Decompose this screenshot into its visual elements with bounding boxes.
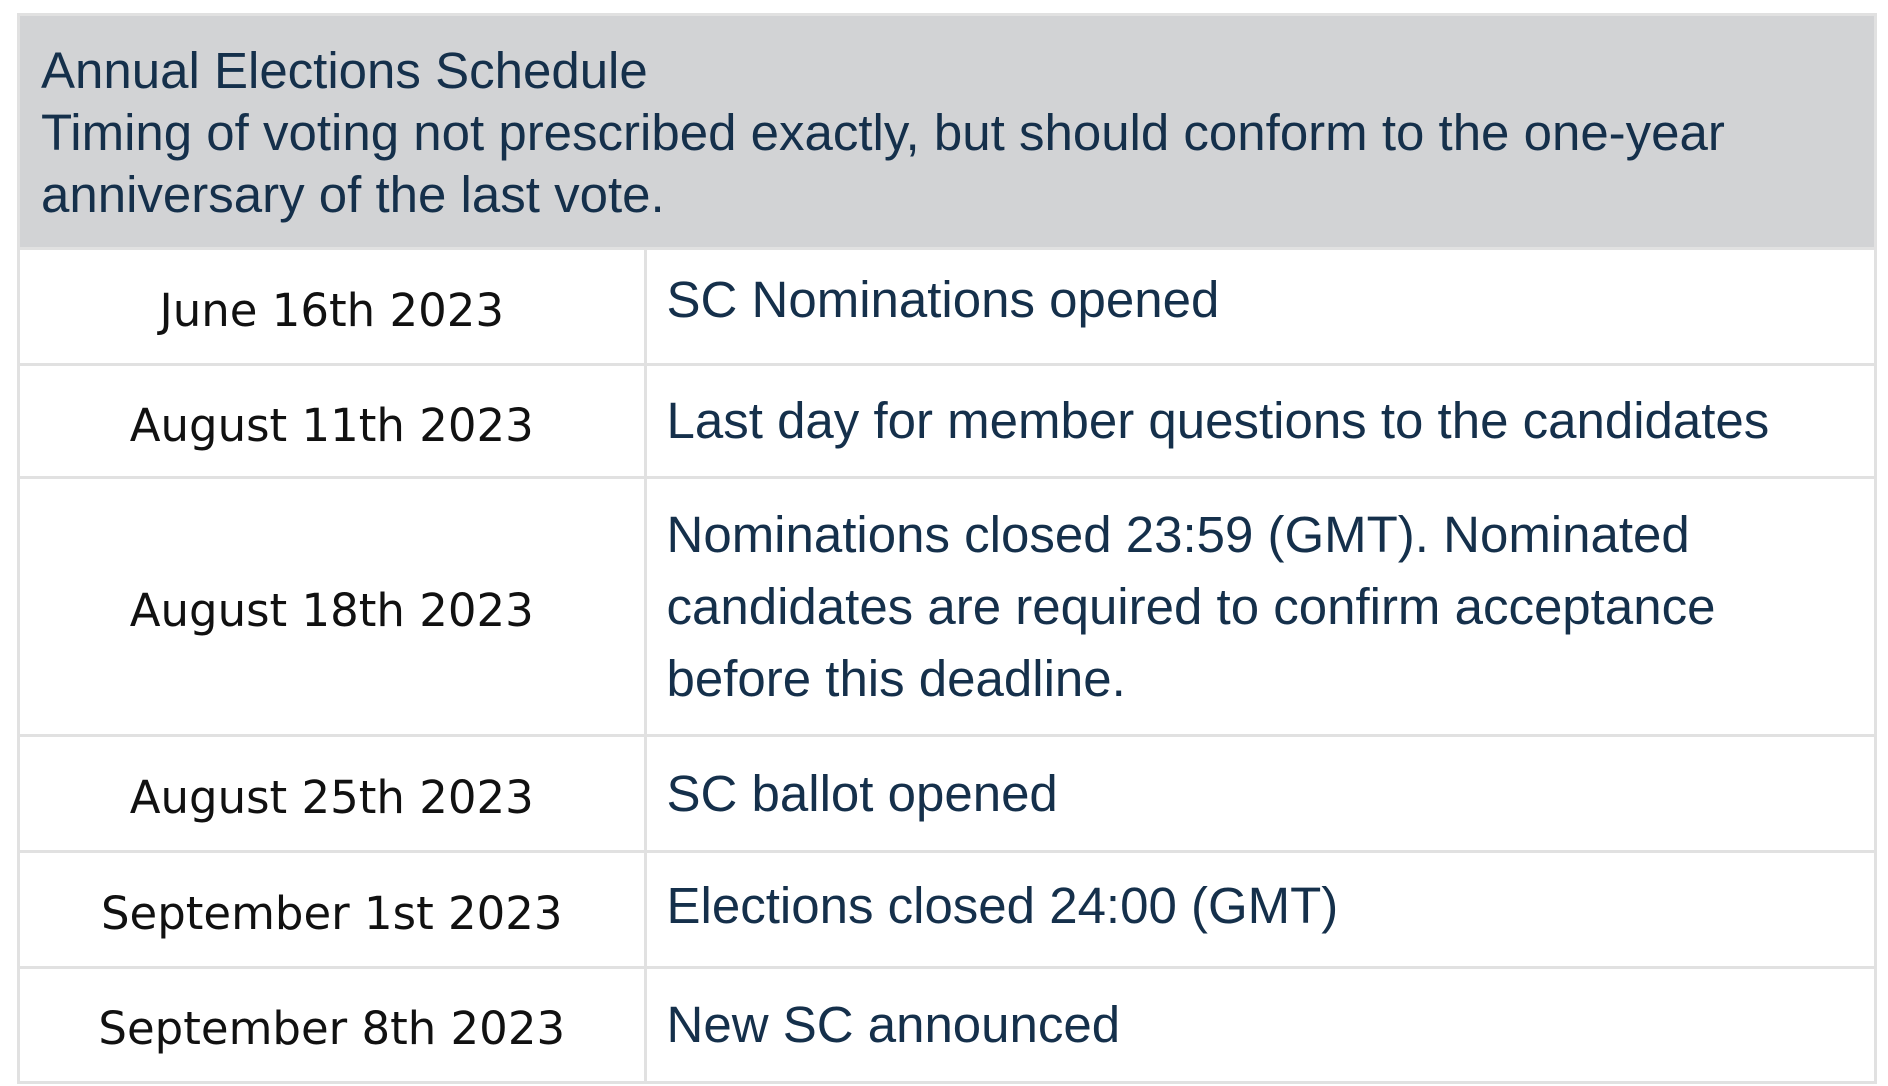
row-date: August 25th 2023 [20,734,647,852]
row-event: New SC announced [645,966,1874,1081]
table-row: September 1st 2023 Elections closed 24:0… [20,850,1874,968]
table-row: August 25th 2023 SC ballot opened [20,734,1874,852]
row-event: SC ballot opened [645,734,1874,852]
row-date: August 11th 2023 [20,363,647,478]
row-date: August 18th 2023 [20,476,647,736]
row-event: SC Nominations opened [645,247,1874,365]
table-row: June 16th 2023 SC Nominations opened [20,247,1874,365]
row-event: Elections closed 24:00 (GMT) [645,850,1874,968]
schedule-subtitle: Timing of voting not prescribed exactly,… [41,104,1725,223]
elections-schedule-table: Annual Elections Schedule Timing of voti… [17,13,1877,1084]
row-date: June 16th 2023 [20,247,647,365]
row-date: September 1st 2023 [20,850,647,968]
table-row: August 11th 2023 Last day for member que… [20,363,1874,478]
schedule-rows: June 16th 2023 SC Nominations opened Aug… [20,247,1874,1081]
row-event: Nominations closed 23:59 (GMT). Nominate… [645,476,1874,736]
row-event: Last day for member questions to the can… [645,363,1874,478]
schedule-header: Annual Elections Schedule Timing of voti… [20,16,1874,247]
schedule-title: Annual Elections Schedule [41,42,648,99]
table-row: September 8th 2023 New SC announced [20,966,1874,1081]
table-row: August 18th 2023 Nominations closed 23:5… [20,476,1874,736]
row-date: September 8th 2023 [20,966,647,1081]
